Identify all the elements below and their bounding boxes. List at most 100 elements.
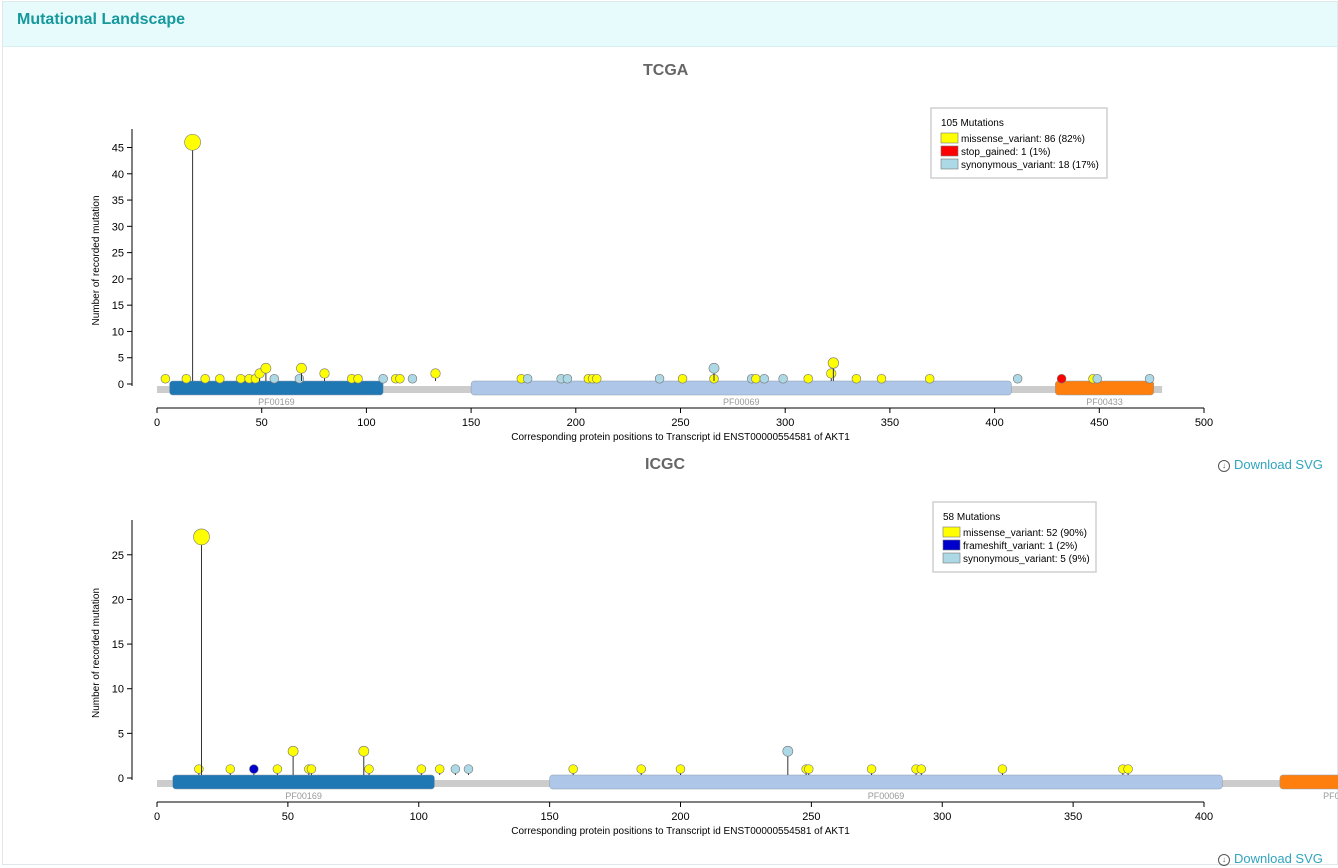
x-tick-label: 350 — [881, 417, 899, 429]
x-tick-label: 250 — [802, 811, 820, 823]
mutation-point — [654, 374, 665, 384]
mutation-point — [1012, 374, 1023, 384]
mutation-point — [1056, 374, 1067, 384]
domain-PF00433 — [1279, 774, 1338, 790]
domain-label: PF00069 — [723, 397, 760, 407]
mutation-point — [782, 745, 794, 757]
mutation-point — [568, 764, 578, 774]
x-tick-label: 50 — [282, 811, 294, 823]
mutation-point — [416, 764, 427, 774]
x-tick-label: 350 — [1064, 811, 1082, 823]
download-svg-label: Download SVG — [1234, 457, 1323, 472]
y-tick-label: 25 — [112, 550, 124, 562]
x-tick-label: 200 — [671, 811, 689, 823]
y-tick-label: 45 — [112, 143, 124, 155]
mutation-point — [296, 362, 307, 374]
domain-label: PF00169 — [258, 397, 295, 407]
legend-swatch-missense_variant — [942, 526, 961, 538]
download-svg-button-tcga[interactable]: ↓ Download SVG — [1218, 457, 1323, 472]
panel-header: Mutational Landscape — [3, 2, 1337, 47]
mutation-point — [294, 374, 305, 384]
tcga-chart-title: TCGA — [643, 62, 689, 79]
mutation-point — [636, 764, 646, 774]
mutation-point — [193, 528, 210, 546]
y-tick-label: 5 — [118, 728, 124, 740]
mutation-point — [181, 374, 192, 384]
legend-swatch-frameshift_variant — [942, 539, 961, 551]
y-tick-label: 10 — [112, 326, 124, 338]
mutation-point — [827, 357, 839, 369]
mutation-point — [1123, 764, 1133, 774]
domain-label: PF00069 — [868, 791, 905, 801]
y-tick-label: 25 — [112, 248, 124, 260]
y-tick-label: 15 — [112, 300, 124, 312]
x-tick-label: 500 — [1195, 417, 1213, 429]
download-svg-label: Download SVG — [1234, 851, 1323, 866]
legend-title: 105 Mutations — [941, 118, 1004, 129]
mutation-point — [160, 374, 171, 384]
mutation-point — [851, 374, 862, 384]
y-tick-label: 10 — [112, 684, 124, 696]
x-tick-label: 100 — [357, 417, 375, 429]
x-tick-label: 400 — [1195, 811, 1213, 823]
x-tick-label: 400 — [985, 417, 1003, 429]
mutation-point — [522, 374, 533, 384]
x-tick-label: 50 — [256, 417, 268, 429]
mutation-point — [826, 368, 837, 379]
x-axis-label: Corresponding protein positions to Trans… — [511, 826, 850, 837]
mutation-point — [200, 374, 210, 384]
mutation-point — [751, 374, 761, 384]
mutation-point — [358, 745, 370, 757]
legend-box — [930, 107, 1108, 179]
domain-label: PF00433 — [1086, 397, 1123, 407]
mutation-point — [430, 368, 441, 379]
mutation-point — [260, 362, 272, 374]
y-tick-label: 5 — [118, 353, 124, 365]
mutation-point — [463, 764, 474, 774]
mutation-point — [592, 374, 602, 384]
mutation-point — [434, 764, 445, 774]
legend-swatch-missense_variant — [940, 132, 959, 144]
mutation-point — [249, 764, 259, 774]
mutation-point — [675, 764, 686, 774]
y-tick-label: 15 — [112, 639, 124, 651]
mutation-point — [708, 362, 720, 374]
mutation-point — [876, 374, 887, 384]
legend-label-missense_variant: missense_variant: 86 (82%) — [961, 134, 1085, 145]
y-tick-label: 30 — [112, 221, 124, 233]
domain-label: PF00169 — [285, 791, 322, 801]
legend-label-frameshift_variant: frameshift_variant: 1 (2%) — [963, 541, 1078, 552]
y-tick-label: 20 — [112, 594, 124, 606]
y-tick-label: 40 — [112, 169, 124, 181]
legend-label-missense_variant: missense_variant: 52 (90%) — [963, 528, 1087, 539]
x-tick-label: 250 — [671, 417, 689, 429]
mutation-point — [804, 764, 814, 774]
mutation-point — [236, 374, 246, 384]
mutation-point — [407, 374, 418, 384]
y-tick-label: 0 — [118, 773, 124, 785]
panel-title: Mutational Landscape — [17, 11, 186, 28]
domain-label: PF00433 — [1323, 791, 1338, 801]
mutation-point — [353, 374, 363, 384]
mutation-point — [184, 133, 201, 151]
icgc-chart-title: ICGC — [645, 456, 685, 473]
download-icon: ↓ — [1218, 854, 1230, 866]
x-tick-label: 100 — [410, 811, 428, 823]
mutation-point — [997, 764, 1008, 774]
mutation-point — [378, 374, 388, 384]
tcga-lollipop-chart: PF00169 PF00069 PF00433 0 5 10 15 20 25 30 35 40 45 N… — [91, 107, 1213, 443]
mutation-point — [272, 764, 283, 774]
download-icon: ↓ — [1218, 460, 1230, 472]
legend-swatch-synonymous_variant — [940, 158, 959, 170]
mutation-point — [1144, 374, 1155, 384]
download-svg-button-icgc[interactable]: ↓ Download SVG — [1218, 851, 1323, 866]
mutation-point — [364, 764, 374, 774]
domain-PF00433 — [1055, 380, 1154, 396]
legend-label-stop_gained: stop_gained: 1 (1%) — [961, 147, 1051, 158]
mutation-point — [287, 745, 299, 757]
x-tick-label: 150 — [462, 417, 480, 429]
legend-swatch-stop_gained — [940, 145, 959, 157]
x-tick-label: 150 — [540, 811, 558, 823]
mutation-point — [1092, 374, 1102, 384]
mutation-point — [924, 374, 935, 384]
